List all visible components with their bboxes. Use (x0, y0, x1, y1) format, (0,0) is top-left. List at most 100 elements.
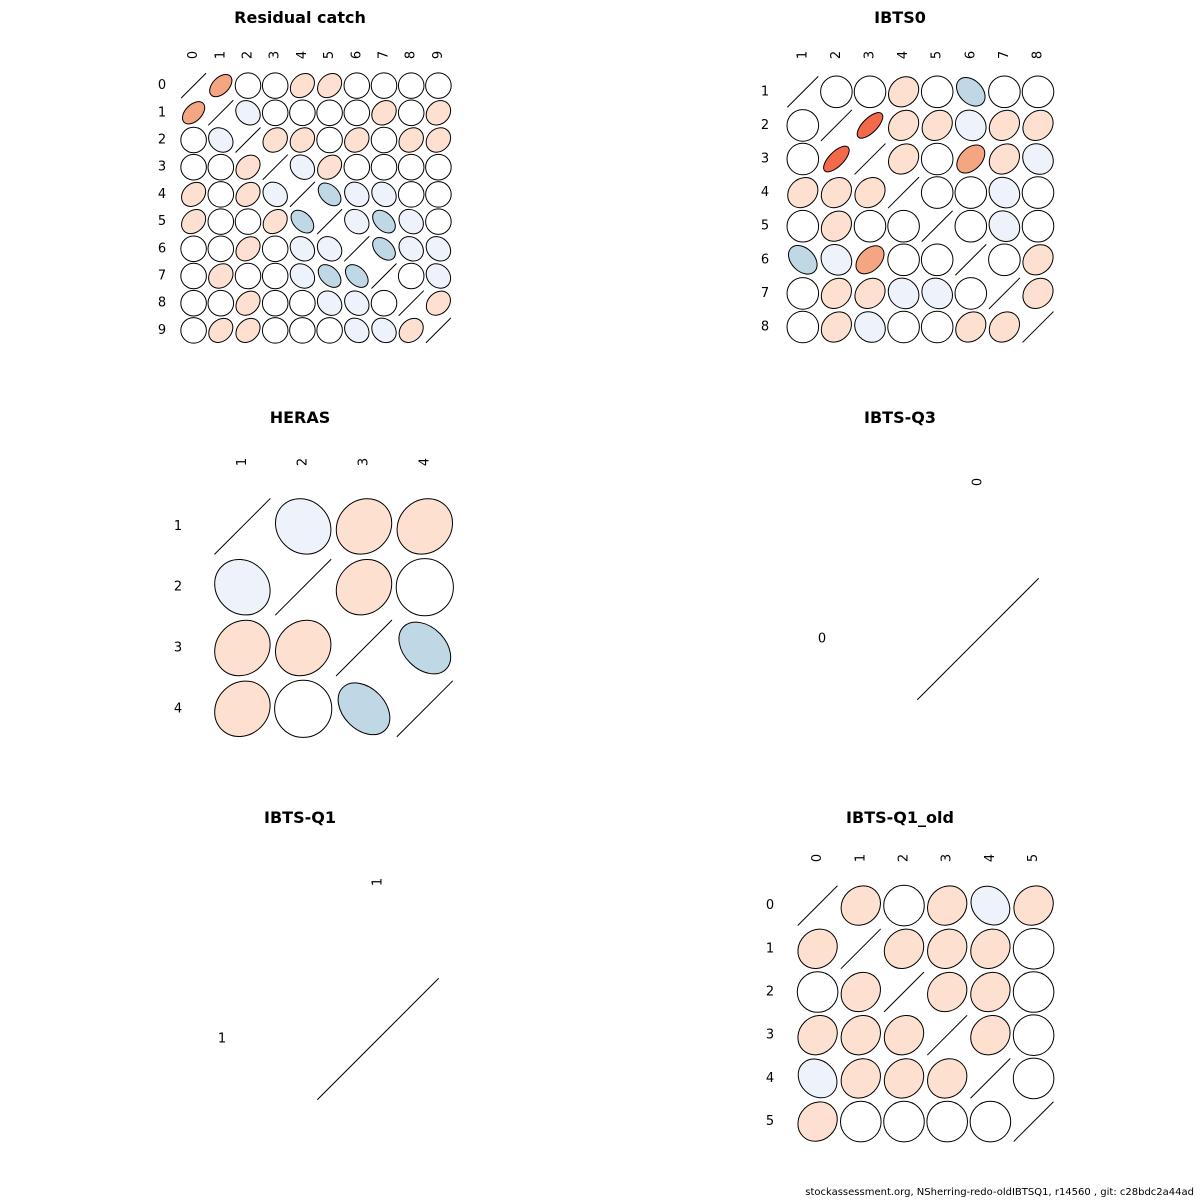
corr-ellipse (337, 682, 391, 736)
corr-ellipse (1022, 109, 1054, 141)
col-tick-label: 7 (377, 51, 392, 59)
col-tick-label: 5 (930, 51, 945, 59)
corr-ellipse (820, 277, 852, 309)
col-tick-label: 1 (795, 51, 810, 59)
corr-ellipse (883, 1015, 925, 1056)
panel-5: IBTS-Q1_old 0 1 2 3 4 5 0 1 2 3 4 5 (766, 808, 1055, 1143)
row-tick-label: 8 (761, 320, 769, 335)
corr-ellipse (235, 317, 261, 343)
diagonal-line (1013, 1101, 1054, 1142)
corr-ellipse (955, 311, 987, 343)
row-tick-label: 0 (766, 898, 774, 913)
corr-ellipse (370, 289, 398, 317)
row-tick-label: 5 (766, 1114, 774, 1129)
corr-ellipse (1021, 75, 1055, 109)
row-tick-label: 7 (761, 286, 769, 301)
diagonal-line (1022, 311, 1054, 343)
corr-ellipse (853, 75, 887, 109)
corr-ellipse (820, 177, 852, 209)
corr-ellipse (425, 100, 452, 126)
corr-ellipse (317, 182, 342, 207)
diagonal-line (921, 210, 954, 243)
row-tick-label: 1 (218, 1032, 226, 1047)
corr-ellipse (343, 72, 371, 99)
corr-ellipse (1012, 1014, 1055, 1057)
row-tick-label: 4 (761, 185, 769, 200)
corr-ellipse (797, 1058, 838, 1099)
corr-ellipse (335, 559, 393, 616)
diagonal-line (214, 498, 271, 555)
corr-ellipse (316, 126, 343, 154)
diagonal-line (335, 619, 393, 677)
corr-ellipse (261, 317, 289, 344)
row-tick-label: 5 (761, 219, 769, 234)
row-tick-label: 6 (158, 241, 166, 256)
corr-ellipse (207, 235, 235, 263)
col-tick-label: 1 (213, 51, 228, 59)
corr-ellipse (289, 127, 316, 153)
corr-ellipse (180, 126, 207, 154)
corr-ellipse (956, 144, 986, 174)
corr-ellipse (823, 145, 850, 173)
col-tick-label: 1 (371, 878, 386, 886)
corr-ellipse (425, 181, 452, 208)
diagonal-line (262, 154, 289, 181)
corr-ellipse (289, 263, 316, 289)
corr-ellipse (820, 210, 852, 242)
corr-ellipse (398, 236, 424, 262)
col-tick-label: 8 (404, 51, 419, 59)
footer-credit: stockassessment.org, NSherring-redo-oldI… (805, 1187, 1194, 1198)
diagonal-line (425, 317, 452, 344)
corr-ellipse (1013, 885, 1054, 926)
corr-ellipse (883, 928, 925, 969)
corr-ellipse (344, 181, 370, 208)
corr-ellipse (1012, 1057, 1055, 1100)
corr-ellipse (820, 243, 853, 276)
row-tick-label: 4 (158, 187, 166, 202)
corr-ellipse (207, 208, 235, 235)
row-tick-label: 0 (158, 78, 166, 93)
diagonal-line (970, 1058, 1011, 1099)
row-tick-label: 3 (761, 152, 769, 167)
corr-ellipse (425, 263, 452, 289)
col-tick-label: 4 (417, 458, 432, 466)
corr-ellipse (887, 209, 920, 243)
corr-ellipse (344, 208, 370, 235)
corr-ellipse (1012, 971, 1055, 1013)
corr-ellipse (289, 99, 316, 127)
corr-ellipse (888, 143, 920, 175)
corr-ellipse (261, 289, 289, 317)
col-tick-label: 5 (322, 51, 337, 59)
corr-ellipse (1021, 176, 1055, 209)
corr-ellipse (180, 153, 207, 181)
corr-ellipse (797, 1015, 838, 1056)
corr-ellipse (988, 75, 1021, 109)
corr-ellipse (180, 289, 207, 317)
corr-ellipse (235, 154, 261, 180)
corr-ellipse (181, 101, 206, 125)
col-tick-label: 2 (296, 458, 311, 466)
col-tick-label: 2 (829, 51, 844, 59)
col-tick-label: 4 (896, 51, 911, 59)
row-tick-label: 3 (158, 160, 166, 175)
diagonal-line (854, 143, 886, 175)
diagonal-line (988, 277, 1021, 310)
corr-ellipse (261, 99, 289, 127)
corr-ellipse (275, 498, 332, 555)
row-tick-label: 3 (174, 641, 182, 656)
col-tick-label: 3 (357, 458, 372, 466)
corr-ellipse (235, 290, 261, 316)
corr-ellipse (854, 311, 886, 343)
row-tick-label: 2 (761, 118, 769, 133)
diagonal-line (797, 885, 838, 926)
row-tick-label: 2 (158, 133, 166, 148)
diagonal-line (840, 928, 882, 970)
corr-ellipse (787, 177, 819, 209)
corr-ellipse (786, 142, 820, 176)
corr-ellipse (786, 109, 820, 142)
col-tick-label: 2 (897, 854, 912, 862)
corr-ellipse (371, 317, 397, 344)
corr-ellipse (370, 126, 398, 154)
col-tick-label: 8 (1031, 51, 1046, 59)
